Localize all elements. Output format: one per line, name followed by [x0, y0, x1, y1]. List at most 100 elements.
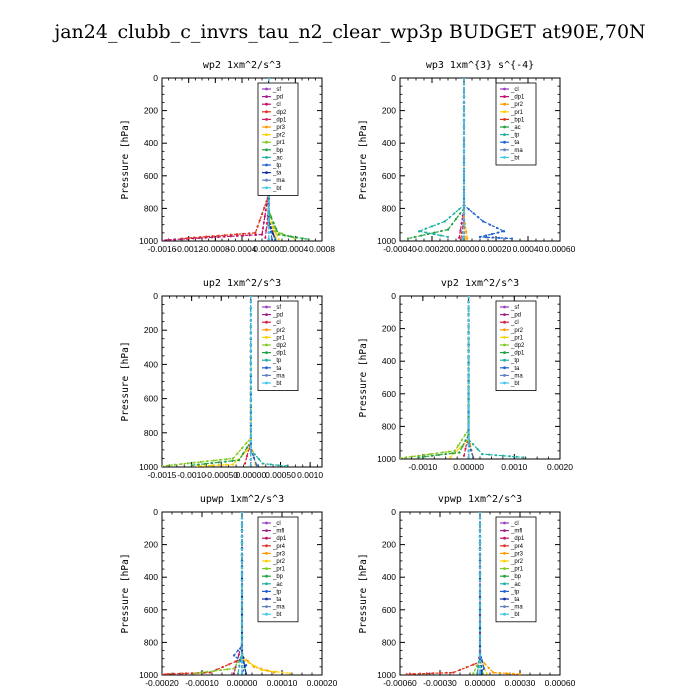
- series-marker: [277, 233, 280, 236]
- legend-marker: [503, 529, 506, 532]
- series-marker: [249, 442, 252, 445]
- legend-marker: [503, 140, 506, 144]
- series-marker: [264, 236, 267, 239]
- series-marker: [462, 186, 466, 190]
- series-group: [162, 512, 292, 675]
- legend-label: _pr1: [272, 567, 286, 573]
- series-marker: [461, 238, 464, 241]
- series-marker: [193, 236, 196, 239]
- series-marker: [472, 672, 475, 675]
- series-marker: [277, 464, 280, 467]
- series-marker: [467, 319, 470, 322]
- series-marker: [449, 456, 452, 459]
- series-line-tp: [467, 296, 524, 458]
- series-marker: [451, 452, 454, 455]
- series-marker: [267, 238, 270, 241]
- series-marker: [238, 659, 242, 662]
- series-marker: [190, 464, 193, 467]
- legend-marker: [503, 125, 506, 129]
- series-marker: [249, 300, 252, 304]
- series-marker: [245, 441, 248, 445]
- series-marker: [462, 125, 466, 128]
- legend: _sf _pd_cl _dp2_dp1 _pr3 _pr2_pr1 _bp_ac _tp _t…: [257, 82, 299, 196]
- series-marker: [240, 635, 244, 638]
- series-marker: [467, 456, 470, 459]
- series-marker: [234, 660, 237, 663]
- legend-marker: [503, 148, 506, 152]
- legend-label: _dp1: [510, 351, 525, 357]
- series-marker: [237, 653, 240, 656]
- x-tick-label: 0.00000: [449, 244, 480, 254]
- legend-marker: [265, 567, 268, 570]
- series-marker: [467, 313, 470, 316]
- series-marker: [467, 388, 470, 391]
- series-marker: [480, 659, 484, 662]
- legend-label: _ta: [510, 366, 520, 372]
- series-marker: [458, 447, 461, 450]
- panel-title: vpwp 1xm^2/s^3: [438, 494, 522, 505]
- x-tick-label: -0.00020: [415, 244, 449, 254]
- x-tick-label: 0.00000: [465, 678, 496, 688]
- series-marker: [249, 464, 252, 467]
- series-marker: [478, 647, 482, 650]
- series-marker: [501, 454, 504, 457]
- legend-marker: [503, 95, 506, 98]
- series-marker: [413, 235, 416, 239]
- legend-marker: [265, 381, 268, 385]
- legend-label: _ma: [510, 373, 523, 379]
- series-marker: [440, 229, 443, 233]
- series-marker: [435, 452, 438, 455]
- legend-label: _pd: [272, 95, 283, 101]
- series-group: [406, 78, 514, 241]
- legend-label: _pr3: [272, 551, 286, 557]
- series-marker: [462, 217, 466, 220]
- series-marker: [270, 221, 273, 224]
- series-marker: [461, 445, 464, 448]
- legend-marker: [265, 351, 268, 354]
- y-tick-label: 200: [144, 540, 158, 550]
- series-marker: [270, 216, 273, 219]
- x-tick-label: 0.00000: [253, 244, 284, 254]
- legend-marker: [265, 521, 268, 525]
- series-marker: [462, 193, 466, 196]
- series-marker: [496, 231, 500, 234]
- y-tick-label: 1000: [139, 236, 158, 246]
- series-marker: [206, 460, 209, 463]
- series-marker: [482, 667, 486, 670]
- series-marker: [240, 647, 244, 650]
- series-marker: [249, 296, 252, 298]
- x-tick-label: 0.00060: [545, 678, 576, 688]
- series-marker: [478, 597, 482, 600]
- y-axis-label: Pressure [hPa]: [358, 337, 369, 417]
- x-tick-label: 0.00030: [505, 678, 536, 688]
- series-marker: [274, 230, 277, 233]
- series-marker: [430, 225, 434, 228]
- series-marker: [212, 459, 215, 462]
- series-marker: [412, 672, 415, 675]
- series-marker: [260, 233, 264, 236]
- series-marker: [247, 661, 250, 664]
- series-marker: [462, 238, 466, 241]
- legend-label: _bt: [510, 155, 520, 161]
- series-marker: [437, 453, 440, 457]
- x-tick-label: 0.0010: [297, 470, 323, 480]
- series-marker: [411, 455, 414, 458]
- series-marker: [488, 453, 491, 456]
- series-marker: [193, 461, 196, 464]
- series-marker: [464, 439, 467, 442]
- series-marker: [240, 628, 244, 632]
- series-marker: [467, 381, 470, 384]
- legend-label: _bt: [510, 612, 520, 618]
- y-axis-label: Pressure [hPa]: [120, 553, 131, 633]
- y-tick-label: 600: [382, 171, 396, 181]
- series-marker: [249, 403, 252, 406]
- series-marker: [162, 239, 164, 241]
- series-marker: [232, 672, 236, 675]
- series-marker: [467, 350, 470, 353]
- series-marker: [249, 379, 252, 382]
- x-tick-label: -0.00030: [423, 678, 457, 688]
- series-marker: [272, 221, 275, 225]
- legend-label: _ta: [272, 597, 282, 603]
- series-marker: [482, 220, 485, 223]
- series-marker: [240, 641, 244, 644]
